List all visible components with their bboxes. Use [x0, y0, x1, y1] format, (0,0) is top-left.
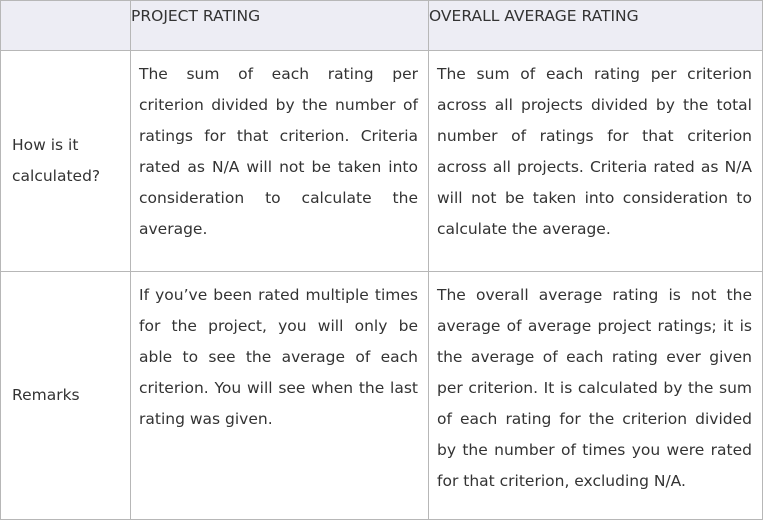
- overall-rating-remarks: The overall average rating is not the av…: [428, 271, 763, 520]
- header-row: PROJECT RATING OVERALL AVERAGE RATING: [0, 0, 763, 51]
- header-project-rating: PROJECT RATING: [130, 0, 429, 51]
- row-label-remarks: Remarks: [0, 271, 131, 520]
- table-row: How is it calculated? The sum of each ra…: [0, 50, 763, 272]
- project-rating-calculation: The sum of each rating per criterion div…: [130, 50, 429, 272]
- overall-rating-calculation: The sum of each rating per criterion acr…: [428, 50, 763, 272]
- header-corner-cell: [0, 0, 131, 51]
- project-rating-remarks: If you’ve been rated multiple times for …: [130, 271, 429, 520]
- row-label-how-calculated: How is it calculated?: [0, 50, 131, 272]
- header-overall-average-rating: OVERALL AVERAGE RATING: [428, 0, 763, 51]
- table-row: Remarks If you’ve been rated multiple ti…: [0, 271, 763, 520]
